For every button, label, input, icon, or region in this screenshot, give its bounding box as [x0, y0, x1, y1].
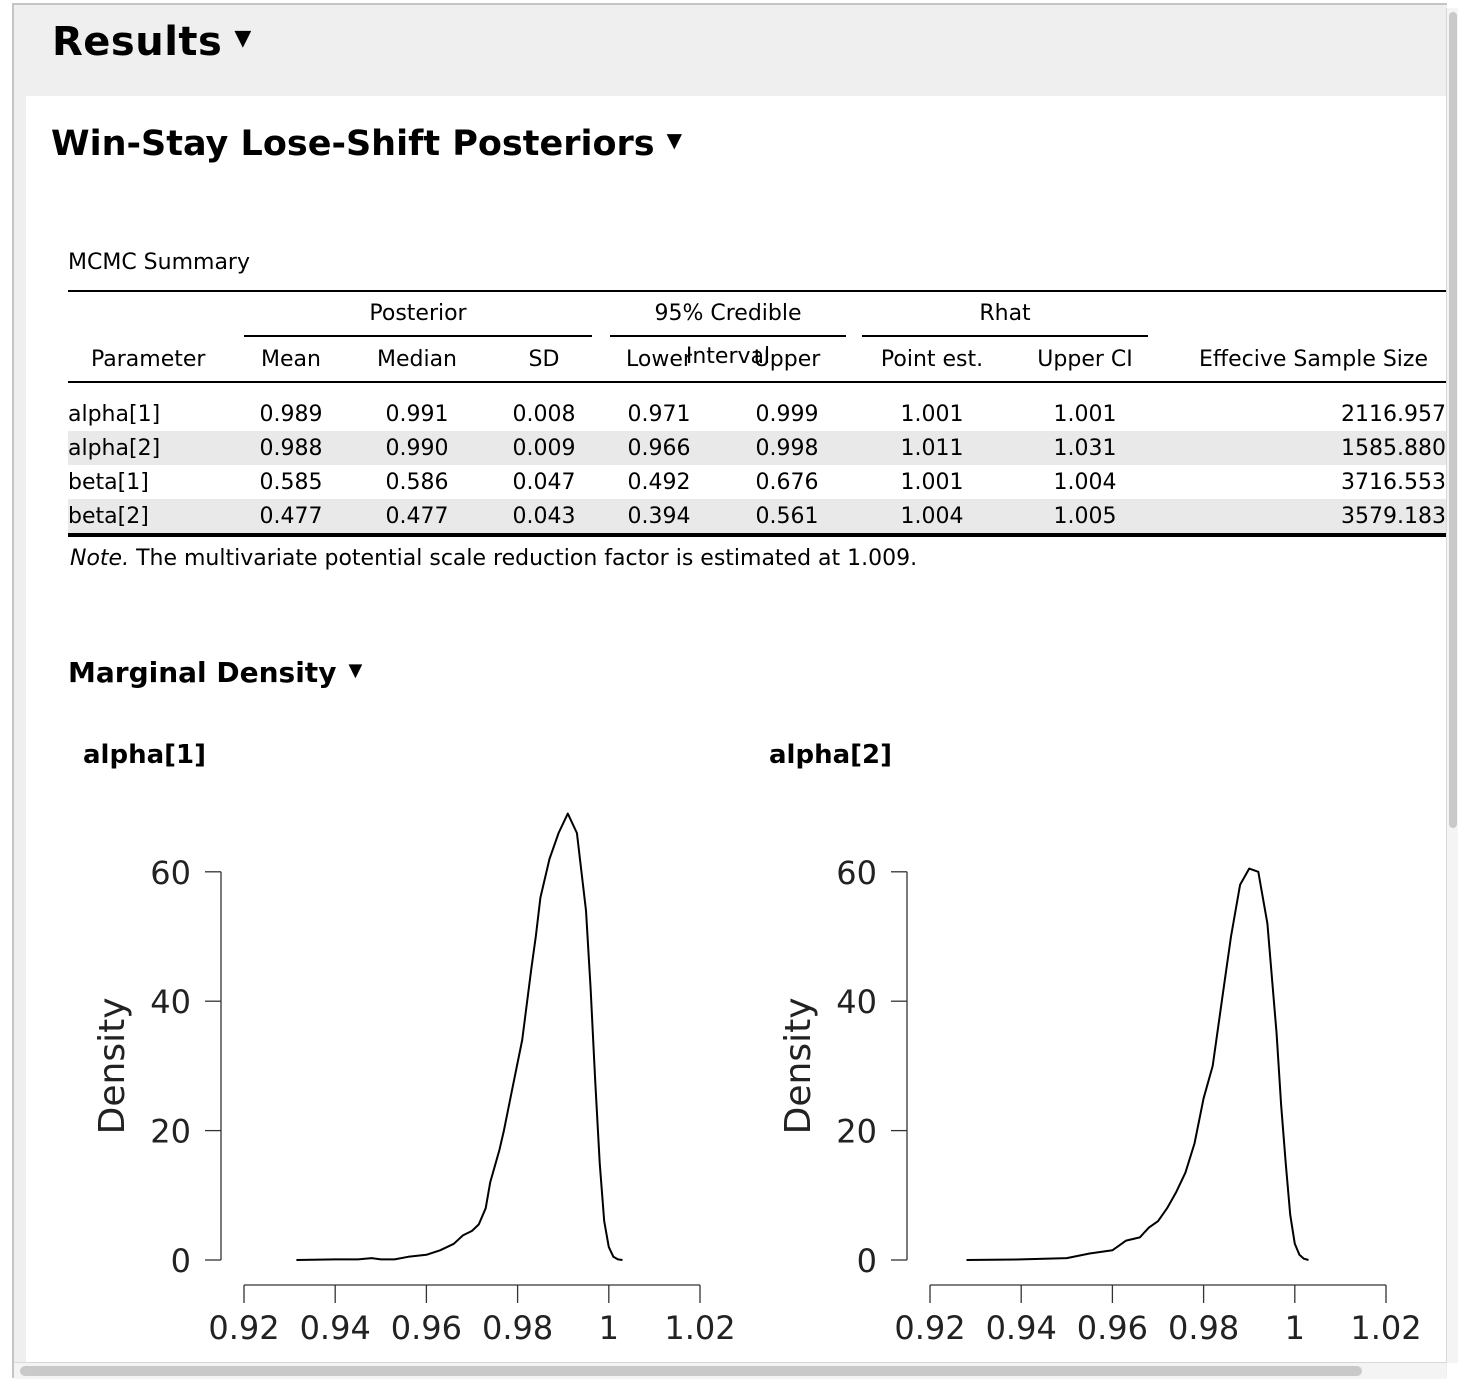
x-tick-label: 0.92 [894, 1309, 965, 1347]
x-tick-label: 0.94 [300, 1309, 371, 1347]
col-parameter: Parameter [68, 337, 240, 383]
note-text: The multivariate potential scale reducti… [129, 546, 918, 571]
group-credible-interval: 95% Credible Interval [610, 292, 847, 369]
vertical-scrollbar-thumb[interactable] [1449, 12, 1457, 828]
col-mean: Mean [240, 337, 342, 383]
col-upper-ci: Upper CI [1012, 337, 1159, 383]
table-row: beta[2] 0.477 0.477 0.043 0.394 0.561 1.… [68, 499, 1447, 537]
density-chart-alpha1: alpha[1] 0 20 40 60 Density 0.92 0.94 0.96 0.98 1 1… [83, 740, 736, 1347]
col-lower: Lower [596, 337, 722, 383]
chart-title: alpha[1] [83, 740, 206, 770]
y-axis-label: Density [92, 997, 133, 1134]
x-tick-label: 0.96 [391, 1309, 462, 1347]
x-tick-label: 1.02 [1350, 1309, 1421, 1347]
mcmc-summary-table: Posterior 95% Credible Interval Rhat Par… [68, 290, 1447, 537]
table-row: beta[1] 0.585 0.586 0.047 0.492 0.676 1.… [68, 469, 1447, 495]
y-tick-label: 0 [857, 1242, 877, 1280]
density-chart-alpha2: alpha[2] 0 20 40 60 Density 0.92 0.94 0.96 0.98 1 1… [769, 740, 1422, 1347]
group-rhat: Rhat [862, 292, 1149, 337]
x-tick-label: 0.94 [986, 1309, 1057, 1347]
section-heading[interactable]: Win-Stay Lose-Shift Posteriors ▼ [51, 124, 682, 164]
y-tick-label: 40 [150, 983, 191, 1021]
x-tick-label: 0.92 [208, 1309, 279, 1347]
chart-title: alpha[2] [769, 740, 892, 770]
horizontal-scrollbar-thumb[interactable] [20, 1366, 1362, 1376]
marginal-density-title: Marginal Density [68, 656, 337, 689]
col-ess: Effecive Sample Size [1158, 337, 1447, 383]
results-collapse-icon[interactable]: ▼ [234, 26, 252, 51]
section-collapse-icon[interactable]: ▼ [666, 128, 683, 152]
results-title: Results [52, 19, 223, 65]
x-tick-label: 0.96 [1077, 1309, 1148, 1347]
section-title: Win-Stay Lose-Shift Posteriors [51, 124, 655, 164]
table-row: alpha[1] 0.989 0.991 0.008 0.971 0.999 1… [68, 401, 1447, 427]
x-tick-label: 0.98 [482, 1309, 553, 1347]
col-upper: Upper [722, 337, 853, 383]
col-median: Median [342, 337, 492, 383]
y-tick-label: 40 [836, 983, 877, 1021]
x-tick-label: 1 [599, 1309, 619, 1347]
table-column-header: Parameter Mean Median SD Lower Upper Poi… [68, 337, 1447, 383]
table-title: MCMC Summary [68, 250, 250, 275]
marginal-density-collapse-icon[interactable]: ▼ [348, 660, 363, 681]
y-tick-label: 60 [836, 854, 877, 892]
y-tick-label: 0 [171, 1242, 191, 1280]
x-tick-label: 1 [1285, 1309, 1305, 1347]
col-point-est: Point est. [852, 337, 1013, 383]
results-heading[interactable]: Results ▼ [52, 19, 252, 65]
y-tick-label: 20 [836, 1113, 877, 1151]
group-posterior: Posterior [244, 292, 592, 337]
note-label: Note. [70, 546, 130, 571]
y-axis-label: Density [778, 997, 819, 1134]
table-row: alpha[2] 0.988 0.990 0.009 0.966 0.998 1… [68, 431, 1447, 465]
x-tick-label: 0.98 [1168, 1309, 1239, 1347]
density-line [966, 867, 1309, 1261]
y-tick-label: 20 [150, 1113, 191, 1151]
density-line [296, 812, 623, 1261]
x-tick-label: 1.02 [664, 1309, 735, 1347]
table-group-header: Posterior 95% Credible Interval Rhat [68, 290, 1447, 369]
table-note: Note. The multivariate potential scale r… [70, 546, 917, 571]
col-sd: SD [492, 337, 596, 383]
y-tick-label: 60 [150, 854, 191, 892]
marginal-density-heading[interactable]: Marginal Density ▼ [68, 656, 362, 689]
